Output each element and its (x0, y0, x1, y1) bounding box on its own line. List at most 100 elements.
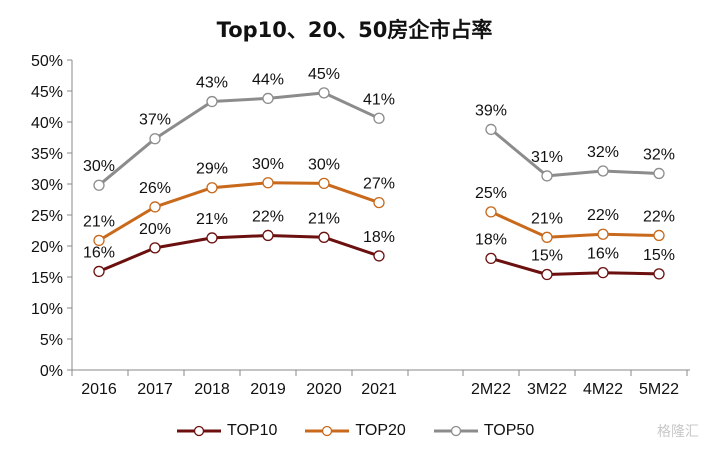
data-label-top50: 32% (587, 144, 619, 161)
x-tick-label: 2019 (250, 381, 286, 398)
data-point-top20 (597, 228, 609, 240)
x-tick-label: 4M22 (583, 381, 623, 398)
data-label-top20: 27% (363, 176, 395, 193)
y-tick-label: 45% (31, 84, 63, 101)
legend-label-top20: TOP20 (355, 422, 406, 439)
data-label-top10: 21% (308, 210, 340, 227)
data-point-top20 (206, 182, 218, 194)
legend-item-top10: TOP10 (175, 422, 277, 440)
data-label-top20: 21% (531, 210, 563, 227)
y-tick-label: 40% (31, 115, 63, 132)
data-label-top10: 16% (83, 244, 115, 261)
data-label-top20: 22% (643, 208, 675, 225)
data-label-top50: 31% (531, 149, 563, 166)
series-line-top20 (490, 210, 660, 239)
y-tick-label: 10% (31, 301, 63, 318)
data-point-top50 (206, 95, 218, 108)
data-label-top20: 22% (587, 207, 619, 224)
x-tick-label: 2020 (306, 381, 342, 398)
data-label-top20: 21% (83, 213, 115, 230)
data-label-top10: 21% (196, 211, 228, 228)
data-label-top50: 30% (83, 158, 115, 175)
x-tick-label: 2018 (194, 381, 230, 398)
data-label-top10: 22% (252, 208, 284, 225)
x-tick-label: 2017 (137, 381, 173, 398)
data-point-top20 (373, 196, 385, 209)
legend-item-top50: TOP50 (432, 422, 534, 440)
legend-item-top20: TOP20 (303, 422, 406, 440)
y-tick-label: 15% (31, 270, 63, 287)
data-point-top50 (653, 167, 665, 180)
data-point-top50 (485, 123, 497, 136)
data-point-top10 (149, 242, 161, 254)
x-tick-label: 2M22 (471, 381, 511, 398)
data-label-top20: 30% (252, 156, 284, 173)
data-label-top10: 15% (531, 248, 563, 265)
series-line-top10 (490, 256, 660, 276)
data-point-top50 (262, 92, 274, 105)
y-tick-label: 0% (40, 363, 63, 380)
x-tick-label: 2021 (361, 381, 397, 398)
data-point-top10 (541, 268, 553, 281)
data-label-top20: 30% (308, 156, 340, 173)
y-tick-label: 50% (31, 53, 63, 70)
data-point-top10 (373, 250, 385, 262)
y-tick-label: 30% (31, 177, 63, 194)
legend-label-top50: TOP50 (483, 422, 535, 439)
data-label-top20: 26% (139, 180, 171, 197)
series-line-top10 (98, 234, 380, 273)
data-point-top10 (262, 229, 274, 242)
data-label-top10: 20% (139, 221, 171, 238)
x-tick-label: 3M22 (527, 381, 567, 398)
data-point-top20 (262, 177, 274, 189)
data-label-top10: 18% (363, 229, 395, 246)
data-label-top10: 16% (587, 246, 619, 263)
data-label-top50: 44% (252, 71, 284, 88)
series-line-top50 (490, 128, 660, 178)
data-point-top20 (541, 231, 553, 243)
data-point-top50 (318, 87, 330, 99)
data-point-top20 (149, 201, 161, 213)
data-point-top50 (149, 133, 161, 145)
watermark-logo: 格隆汇 (657, 424, 699, 440)
data-point-top10 (93, 265, 105, 278)
data-point-top10 (597, 267, 609, 279)
legend-marker-top20 (305, 425, 350, 437)
x-tick-label: 5M22 (639, 381, 679, 398)
data-label-top10: 15% (643, 247, 675, 264)
data-label-top50: 41% (363, 91, 395, 108)
series-line-top50 (98, 91, 380, 187)
data-label-top50: 32% (643, 146, 675, 163)
data-point-top50 (93, 179, 105, 191)
data-point-top10 (318, 231, 330, 243)
data-point-top20 (93, 234, 105, 247)
x-tick-label: 2016 (81, 381, 117, 398)
data-point-top20 (485, 206, 497, 218)
data-point-top10 (485, 252, 497, 265)
legend-label-top10: TOP10 (227, 422, 278, 439)
data-point-top20 (318, 177, 330, 190)
legend: TOP10 TOP20 TOP50 (175, 418, 560, 444)
y-tick-label: 35% (31, 146, 63, 163)
data-point-top10 (206, 232, 218, 244)
data-label-top50: 37% (139, 112, 171, 129)
y-tick-label: 5% (40, 332, 63, 349)
data-point-top10 (653, 268, 665, 280)
data-label-top50: 39% (475, 102, 507, 119)
y-tick-label: 25% (31, 208, 63, 225)
data-label-top50: 43% (196, 75, 228, 92)
data-label-top20: 25% (475, 185, 507, 202)
data-label-top50: 45% (308, 66, 340, 83)
data-point-top50 (541, 170, 553, 182)
data-point-top50 (373, 112, 385, 124)
chart-title: Top10、20、50房企市占率 (216, 18, 493, 42)
y-tick-label: 20% (31, 239, 63, 256)
data-point-top20 (653, 229, 665, 242)
data-label-top20: 29% (196, 161, 228, 178)
legend-marker-top10 (177, 425, 221, 437)
data-label-top10: 18% (475, 231, 507, 248)
series-line-top20 (98, 181, 380, 242)
data-point-top50 (597, 165, 609, 177)
legend-marker-top50 (433, 425, 478, 437)
